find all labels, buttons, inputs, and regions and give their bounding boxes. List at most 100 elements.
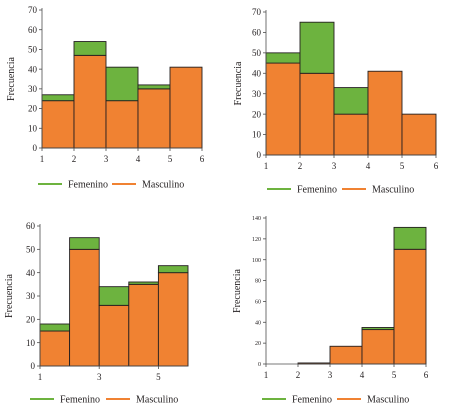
x-tick-label: 5 <box>392 370 397 380</box>
x-tick-label: 3 <box>328 370 333 380</box>
legend-label-femenino: Femenino <box>297 185 337 196</box>
x-tick-label: 1 <box>264 161 269 171</box>
bar-masculino-2 <box>73 54 107 149</box>
y-axis-label: Frecuencia <box>6 57 17 101</box>
bar-masculino-5 <box>401 113 437 156</box>
y-tick-label: 50 <box>26 244 36 254</box>
y-axis-label: Frecuencia <box>232 269 243 313</box>
y-tick-label: 30 <box>28 84 38 94</box>
y-tick-label: 40 <box>252 68 262 78</box>
y-tick-label: 50 <box>28 45 38 55</box>
x-tick-label: 3 <box>332 161 337 171</box>
x-tick-label: 4 <box>136 154 141 164</box>
x-tick-label: 1 <box>38 372 43 382</box>
y-tick-label: 60 <box>28 25 38 35</box>
y-tick-label: 20 <box>26 314 36 324</box>
bar-masculino-4 <box>128 283 159 367</box>
y-tick-label: 40 <box>255 320 261 326</box>
x-tick-label: 4 <box>360 370 365 380</box>
y-tick-label: 0 <box>258 362 261 368</box>
y-tick-label: 80 <box>255 279 261 285</box>
x-tick-label: 5 <box>168 154 173 164</box>
bar-femenino-1 <box>39 323 71 332</box>
y-tick-label: 20 <box>255 341 261 347</box>
y-tick-label: 60 <box>252 28 262 38</box>
y-tick-label: 70 <box>28 5 38 15</box>
y-tick-label: 20 <box>28 104 38 114</box>
histogram-panel-4: 0 20 40 60 80 100 120 140 1 2 3 4 5 6 Frecuencia Femeni… <box>232 216 429 406</box>
y-tick-label: 30 <box>252 89 262 99</box>
x-tick-label: 2 <box>296 370 301 380</box>
x-tick-label: 3 <box>104 154 109 164</box>
y-tick-label: 60 <box>26 221 36 231</box>
y-tick-label: 70 <box>252 7 262 17</box>
bar-masculino-5 <box>393 248 427 365</box>
y-axis-label: Frecuencia <box>233 61 244 105</box>
bar-femenino-2 <box>299 21 335 74</box>
bar-masculino-2 <box>69 248 100 367</box>
histogram-panel-2: 0 10 20 30 40 50 60 70 1 2 3 4 5 6 Frecuencia Femenino M… <box>233 7 439 195</box>
bar-masculino-3 <box>105 100 139 149</box>
y-tick-label: 10 <box>28 123 38 133</box>
y-tick-label: 0 <box>31 361 36 371</box>
bar-femenino-3 <box>333 87 369 115</box>
bar-masculino-3 <box>98 304 130 367</box>
bar-masculino-4 <box>361 329 395 365</box>
y-tick-label: 40 <box>28 64 38 74</box>
x-tick-label: 4 <box>366 161 371 171</box>
legend-label-masculino: Masculino <box>367 395 409 406</box>
x-tick-label: 2 <box>72 154 77 164</box>
y-axis-label: Frecuencia <box>4 274 15 318</box>
y-tick-label: 140 <box>252 216 261 222</box>
bar-masculino-4 <box>367 70 403 156</box>
histogram-panel-1: 0 10 20 30 40 50 60 70 1 2 3 4 5 6 Frecuencia Femenino M… <box>6 5 205 190</box>
x-tick-label: 5 <box>156 372 161 382</box>
y-tick-label: 40 <box>26 268 36 278</box>
bar-femenino-5 <box>157 265 189 274</box>
bar-masculino-5 <box>169 66 203 149</box>
bar-femenino-3 <box>98 286 130 306</box>
legend-label-femenino: Femenino <box>68 180 108 191</box>
bar-masculino-3 <box>333 113 369 156</box>
legend-label-masculino: Masculino <box>136 395 178 406</box>
bar-masculino-4 <box>137 88 171 149</box>
y-tick-label: 120 <box>252 237 261 243</box>
y-tick-label: 10 <box>26 338 36 348</box>
x-tick-label: 6 <box>424 370 429 380</box>
bar-masculino-2 <box>299 72 335 156</box>
y-tick-label: 0 <box>257 150 262 160</box>
x-tick-label: 5 <box>400 161 405 171</box>
bar-femenino-4 <box>361 327 395 331</box>
bar-femenino-3 <box>105 66 139 102</box>
bar-femenino-2 <box>69 237 100 250</box>
bar-masculino-3 <box>329 345 363 365</box>
y-tick-label: 60 <box>255 300 261 306</box>
bar-femenino-1 <box>265 52 301 64</box>
legend-label-femenino: Femenino <box>292 395 332 406</box>
y-tick-label: 100 <box>252 258 261 264</box>
y-tick-label: 20 <box>252 109 262 119</box>
y-tick-label: 0 <box>33 143 38 153</box>
y-tick-label: 30 <box>26 291 36 301</box>
legend-label-masculino: Masculino <box>142 180 184 191</box>
y-tick-label: 50 <box>252 48 262 58</box>
bar-masculino-1 <box>39 330 71 367</box>
bar-femenino-5 <box>393 226 427 250</box>
y-tick-label: 10 <box>252 130 262 140</box>
bar-femenino-4 <box>137 84 171 90</box>
bar-masculino-5 <box>157 272 189 367</box>
bar-masculino-1 <box>41 100 75 149</box>
x-tick-label: 2 <box>298 161 303 171</box>
x-tick-label: 3 <box>97 372 102 382</box>
x-tick-label: 6 <box>434 161 439 171</box>
bar-femenino-2 <box>73 41 107 56</box>
x-tick-label: 1 <box>40 154 45 164</box>
x-tick-label: 6 <box>200 154 205 164</box>
legend-label-femenino: Femenino <box>60 395 100 406</box>
x-tick-label: 1 <box>264 370 269 380</box>
bar-femenino-4 <box>128 281 159 285</box>
bar-masculino-1 <box>265 62 301 156</box>
bar-femenino-1 <box>41 94 75 102</box>
legend-label-masculino: Masculino <box>372 185 414 196</box>
